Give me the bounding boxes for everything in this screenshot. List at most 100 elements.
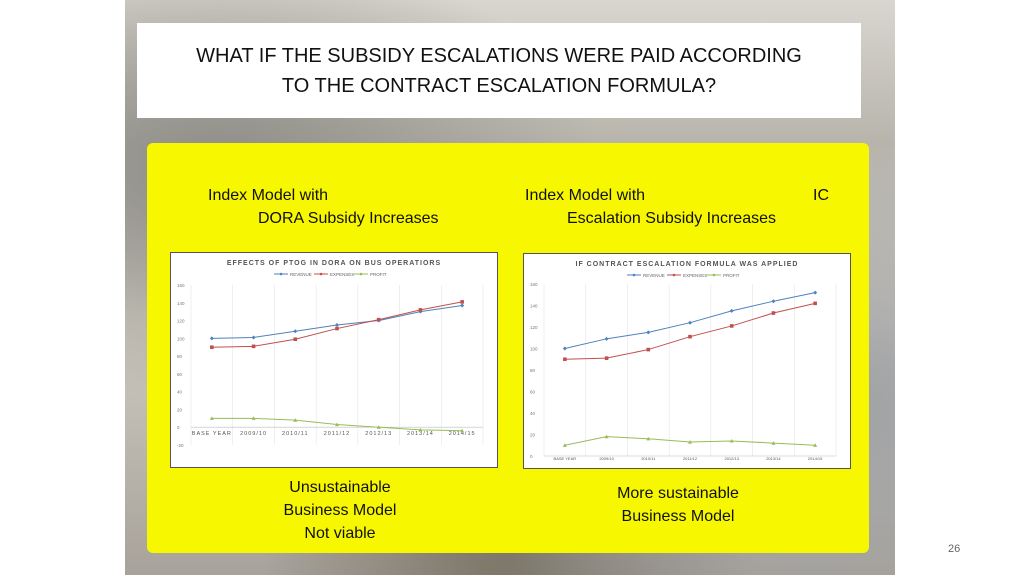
y-tick-label: 0 bbox=[177, 425, 180, 430]
y-tick-label: 0 bbox=[530, 454, 533, 459]
expenses-point bbox=[251, 344, 256, 349]
legend-label: EXPENSES bbox=[683, 273, 707, 278]
legend-marker bbox=[672, 273, 676, 277]
y-tick-label: 100 bbox=[530, 347, 538, 352]
profit-point bbox=[771, 441, 776, 445]
expenses-point bbox=[418, 308, 423, 312]
legend-marker bbox=[279, 272, 283, 276]
revenue-point bbox=[729, 308, 734, 313]
revenue-point bbox=[209, 336, 214, 341]
legend-marker bbox=[632, 273, 636, 277]
y-tick-label: 120 bbox=[530, 325, 538, 330]
profit-point bbox=[418, 427, 423, 432]
x-tick-label: 2013/14 bbox=[766, 456, 781, 461]
profit-point bbox=[460, 428, 465, 433]
y-tick-label: 20 bbox=[177, 407, 183, 412]
expenses-point bbox=[771, 311, 776, 315]
expenses-point bbox=[646, 347, 651, 352]
revenue-point bbox=[293, 329, 298, 334]
expenses-point bbox=[604, 356, 609, 360]
profit-point bbox=[209, 416, 214, 420]
x-tick-label: 2012/13 bbox=[365, 431, 392, 437]
legend-marker bbox=[359, 272, 363, 276]
y-tick-label: 120 bbox=[177, 319, 185, 324]
revenue-point bbox=[562, 346, 567, 351]
chart-title: IF CONTRACT ESCALATION FORMULA WAS APPLI… bbox=[576, 261, 799, 268]
y-tick-label: 80 bbox=[177, 354, 183, 359]
legend-label: REVENUE bbox=[290, 272, 312, 277]
series-line-expenses bbox=[564, 302, 816, 360]
x-tick-label: 2014/15 bbox=[449, 431, 476, 437]
profit-point bbox=[604, 434, 609, 439]
x-tick-label: 2012/13 bbox=[724, 456, 739, 461]
profit-point bbox=[688, 440, 692, 444]
profit-point bbox=[646, 436, 651, 441]
chart-left-container: EFFECTS OF PTOG IN DORA ON BUS OPERATIOR… bbox=[170, 252, 498, 468]
y-tick-label: 140 bbox=[177, 301, 185, 306]
x-tick-label: BASE YEAR bbox=[192, 431, 232, 437]
chart-title: EFFECTS OF PTOG IN DORA ON BUS OPERATIOR… bbox=[227, 260, 441, 267]
y-tick-label: 160 bbox=[530, 282, 538, 287]
left-conclusion: Unsustainable Business Model Not viable bbox=[255, 476, 425, 545]
x-tick-label: 2010/11 bbox=[641, 456, 656, 461]
y-tick-label: 60 bbox=[530, 390, 536, 395]
y-tick-label: 40 bbox=[177, 390, 183, 395]
right-conclusion: More sustainable Business Model bbox=[588, 482, 768, 528]
left-conclusion-line-3: Not viable bbox=[304, 525, 376, 542]
right-conclusion-line-1: More sustainable bbox=[617, 485, 739, 502]
slide-title: WHAT IF THE SUBSIDY ESCALATIONS WERE PAI… bbox=[174, 41, 824, 101]
y-tick-label: 20 bbox=[530, 433, 536, 438]
series-line-revenue bbox=[211, 304, 463, 339]
chart-left: EFFECTS OF PTOG IN DORA ON BUS OPERATIOR… bbox=[177, 260, 484, 448]
title-box: WHAT IF THE SUBSIDY ESCALATIONS WERE PAI… bbox=[137, 23, 861, 118]
legend-marker bbox=[712, 273, 716, 277]
right-heading-line-1: Index Model with bbox=[525, 187, 646, 204]
expenses-point bbox=[293, 337, 298, 342]
profit-point bbox=[376, 425, 381, 429]
left-heading-line-2: DORA Subsidy Increases bbox=[258, 210, 439, 227]
expenses-point bbox=[210, 345, 214, 350]
right-conclusion-line-2: Business Model bbox=[621, 508, 735, 525]
expenses-point bbox=[813, 301, 817, 306]
expenses-point bbox=[376, 317, 381, 322]
x-tick-label: 2009/10 bbox=[240, 431, 267, 437]
expenses-point bbox=[335, 326, 339, 331]
right-heading-line-2: Escalation Subsidy Increases bbox=[567, 210, 776, 227]
page-number: 26 bbox=[948, 543, 961, 555]
profit-point bbox=[562, 443, 567, 447]
revenue-point bbox=[460, 303, 465, 308]
legend-label: REVENUE bbox=[643, 273, 665, 278]
chart-right: IF CONTRACT ESCALATION FORMULA WAS APPLI… bbox=[530, 261, 837, 461]
legend-marker bbox=[319, 272, 323, 276]
y-tick-label: 140 bbox=[530, 304, 538, 309]
right-heading-suffix: IC bbox=[813, 187, 829, 204]
profit-point bbox=[813, 443, 818, 447]
expenses-point bbox=[460, 300, 464, 304]
legend-label: EXPENSES bbox=[330, 272, 354, 277]
left-heading-line-1: Index Model with bbox=[208, 187, 329, 204]
profit-point bbox=[251, 416, 256, 420]
title-line-1: WHAT IF THE SUBSIDY ESCALATIONS WERE PAI… bbox=[196, 44, 802, 67]
series-line-revenue bbox=[564, 292, 816, 349]
expenses-point bbox=[729, 324, 734, 328]
revenue-point bbox=[251, 335, 256, 340]
x-tick-label: 2011/12 bbox=[683, 456, 698, 461]
x-tick-label: BASE YEAR bbox=[554, 456, 577, 461]
x-tick-label: 2013/14 bbox=[407, 431, 434, 437]
revenue-point bbox=[688, 320, 692, 325]
x-tick-label: 2009/10 bbox=[599, 456, 614, 461]
left-conclusion-line-1: Unsustainable bbox=[289, 479, 391, 496]
profit-point bbox=[335, 422, 339, 427]
y-tick-label: 80 bbox=[530, 368, 536, 373]
revenue-point bbox=[771, 299, 776, 304]
x-tick-label: 2010/11 bbox=[282, 431, 308, 437]
profit-point bbox=[729, 438, 734, 443]
profit-point bbox=[293, 418, 298, 422]
revenue-point bbox=[335, 323, 339, 327]
chart-right-container: IF CONTRACT ESCALATION FORMULA WAS APPLI… bbox=[523, 253, 851, 469]
y-tick-label: 40 bbox=[530, 411, 536, 416]
x-tick-label: 2011/12 bbox=[324, 431, 350, 437]
title-line-2: TO THE CONTRACT ESCALATION FORMULA? bbox=[281, 74, 717, 97]
revenue-point bbox=[604, 336, 609, 341]
y-tick-label: 60 bbox=[177, 372, 183, 377]
